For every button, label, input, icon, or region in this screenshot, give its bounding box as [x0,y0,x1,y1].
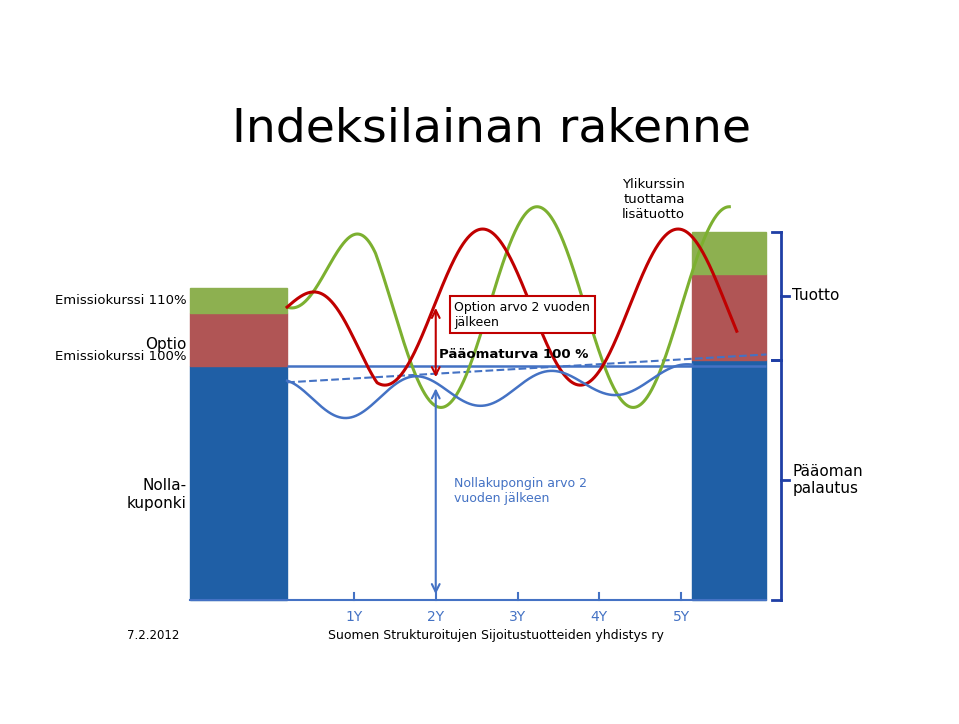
Text: Nollakupongin arvo 2
vuoden jälkeen: Nollakupongin arvo 2 vuoden jälkeen [455,477,587,505]
Bar [692,232,766,274]
Text: Tuotto: Tuotto [792,288,840,303]
Text: Option arvo 2 vuoden
jälkeen: Option arvo 2 vuoden jälkeen [455,300,590,329]
Text: Nolla-
kuponki: Nolla- kuponki [127,478,187,510]
Bar [191,313,287,366]
Text: 7.2.2012: 7.2.2012 [128,628,179,641]
Text: Emissiokurssi 100%: Emissiokurssi 100% [56,350,187,363]
Bar [692,274,766,360]
Text: Optio: Optio [146,337,187,352]
Text: Ylikurssin
tuottama
lisätuotto: Ylikurssin tuottama lisätuotto [621,177,685,221]
Text: Pääomaturva 100 %: Pääomaturva 100 % [439,348,589,361]
Text: Pääoman
palautus: Pääoman palautus [792,463,863,496]
Text: Emissiokurssi 110%: Emissiokurssi 110% [55,294,187,307]
Text: 1Y: 1Y [345,610,363,624]
Text: 3Y: 3Y [509,610,526,624]
Text: 5Y: 5Y [672,610,690,624]
Text: 2Y: 2Y [427,610,444,624]
Text: Indeksilainan rakenne: Indeksilainan rakenne [232,106,751,151]
Text: 4Y: 4Y [591,610,608,624]
Bar [191,287,287,313]
Bar [191,366,287,599]
Text: Suomen Strukturoitujen Sijoitustuotteiden yhdistys ry: Suomen Strukturoitujen Sijoitustuotteide… [328,628,664,641]
Bar [692,360,766,599]
